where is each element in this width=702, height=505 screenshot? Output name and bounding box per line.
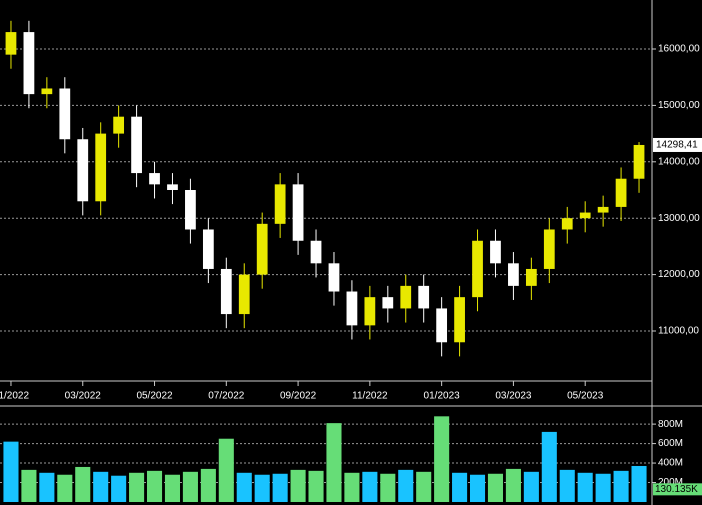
volume-bar [469, 474, 486, 502]
x-tick-label: 03/2022 [65, 391, 102, 402]
candle-body [5, 32, 17, 55]
volume-bar [631, 465, 647, 502]
volume-bar [164, 474, 181, 502]
y-tick-label: 200M [658, 477, 683, 488]
volume-bar [577, 472, 593, 502]
candle-body [95, 133, 107, 202]
volume-bar [129, 472, 145, 502]
y-tick-label: 14000,00 [658, 156, 700, 167]
x-tick-label: 05/2022 [136, 391, 173, 402]
y-tick-label: 11000,00 [658, 326, 699, 337]
candle-body [167, 184, 178, 190]
candle-body [472, 240, 483, 298]
volume-bar [344, 472, 360, 502]
candle-body [292, 184, 304, 241]
volume-bar [505, 468, 521, 502]
x-tick-label: 07/2022 [208, 391, 245, 402]
volume-bar [57, 474, 73, 502]
candle-body [149, 173, 160, 185]
x-tick-label: 01/2023 [424, 391, 461, 402]
volume-bar [595, 473, 611, 502]
candle-body [364, 297, 376, 326]
volume-bar [75, 466, 91, 502]
volume-bar [39, 472, 55, 502]
volume-bar [93, 471, 109, 502]
candle-body [274, 184, 286, 224]
volume-bar [272, 473, 288, 502]
y-tick-label: 400M [658, 458, 683, 469]
last-value-label: 130.135K [655, 484, 698, 495]
last-value-label: 14298,41 [656, 140, 698, 151]
volume-bar [541, 431, 557, 502]
candle-body [238, 274, 250, 315]
candle-body [490, 240, 501, 264]
volume-bar [452, 472, 468, 502]
candle-body [436, 308, 448, 343]
volume-bar [111, 475, 127, 502]
volume-bar [613, 470, 629, 502]
volume-bar [200, 468, 216, 502]
x-tick-label: 05/2023 [567, 391, 604, 402]
volume-bar [308, 470, 324, 502]
candle-body [113, 116, 125, 134]
volume-bar [523, 471, 539, 502]
volume-bar [487, 473, 504, 502]
y-tick-label: 12000,00 [658, 269, 700, 280]
volume-bar [218, 438, 234, 502]
candle-body [77, 139, 89, 202]
volume-bar [254, 474, 270, 502]
y-tick-label: 16000,00 [658, 44, 700, 55]
candle-body [220, 268, 232, 315]
candle-body [346, 291, 358, 326]
candle-body [561, 218, 573, 230]
volume-bar [146, 470, 163, 502]
candle-body [525, 268, 537, 286]
y-tick-label: 800M [658, 419, 683, 430]
candle-body [382, 297, 394, 309]
x-tick-label: 11/2022 [352, 391, 388, 402]
volume-bar [416, 471, 432, 502]
candle-body [328, 263, 340, 292]
candle-body [256, 223, 268, 275]
candle-body [23, 32, 35, 95]
volume-bar [434, 416, 450, 502]
x-tick-label: 01/2022 [0, 391, 29, 402]
volume-bar [326, 423, 342, 502]
x-tick-label: 03/2023 [495, 391, 532, 402]
y-tick-label: 15000,00 [658, 100, 700, 111]
candle-body [508, 263, 519, 286]
volume-bar [290, 469, 306, 502]
volume-bar [398, 469, 414, 502]
y-tick-label: 600M [658, 438, 683, 449]
candle-body [185, 190, 196, 230]
candle-body [400, 285, 412, 309]
volume-bar [362, 471, 378, 502]
candle-body [131, 116, 142, 174]
candle-body [59, 88, 71, 140]
volume-bar [21, 469, 37, 502]
candle-body [597, 206, 609, 213]
candle-body [418, 285, 430, 309]
candle-body [202, 229, 214, 269]
candle-body [310, 240, 322, 264]
volume-bar [3, 441, 19, 502]
volume-bar [182, 471, 198, 502]
candle-body [615, 178, 627, 207]
volume-bar [380, 473, 396, 502]
last-value-box [653, 137, 702, 152]
candle-body [41, 88, 53, 95]
y-tick-label: 13000,00 [658, 213, 700, 224]
last-value-box [653, 483, 702, 496]
x-tick-label: 09/2022 [280, 391, 317, 402]
volume-bar [236, 472, 252, 502]
candle-body [633, 144, 645, 179]
candle-body [543, 229, 555, 269]
volume-bar [559, 469, 575, 502]
candle-body [454, 297, 465, 343]
candle-body [579, 212, 591, 219]
